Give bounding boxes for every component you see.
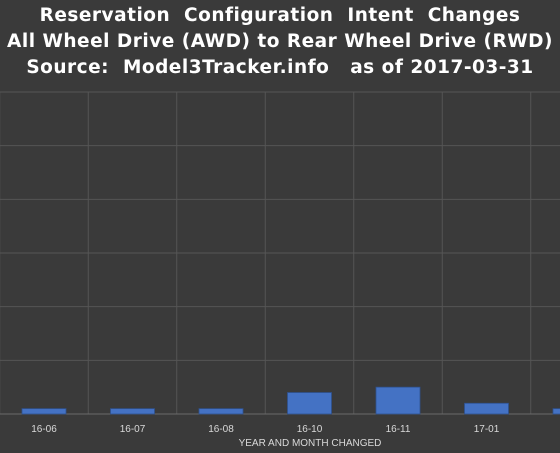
bar-16-08: [198, 408, 244, 415]
bar-17-02: [552, 408, 560, 415]
chart-title-line-3: Source: Model3Tracker.info as of 2017-03…: [26, 57, 534, 78]
bar-16-06: [21, 408, 67, 415]
bar-17-01: [464, 402, 509, 415]
bar-16-11: [375, 386, 421, 415]
gridlines: [0, 91, 560, 415]
x-tick-label: 16-08: [208, 424, 234, 435]
x-axis-title: YEAR AND MONTH CHANGED: [239, 438, 382, 449]
x-axis-tick-labels: 16-06 16-07 16-08 16-10 16-11 17-01: [31, 424, 500, 435]
x-tick-label: 16-11: [386, 424, 411, 435]
chart-title-line-1: Reservation Configuration Intent Changes: [39, 5, 521, 26]
x-tick-label: 16-10: [297, 424, 323, 435]
x-tick-label: 16-06: [31, 424, 57, 435]
bar-16-07: [110, 408, 155, 415]
x-tick-label: 16-07: [120, 424, 146, 435]
chart-title-line-2: All Wheel Drive (AWD) to Rear Wheel Driv…: [7, 31, 553, 52]
x-tick-label: 17-01: [474, 424, 500, 435]
bar-16-10: [287, 392, 332, 415]
bars: [21, 386, 560, 415]
